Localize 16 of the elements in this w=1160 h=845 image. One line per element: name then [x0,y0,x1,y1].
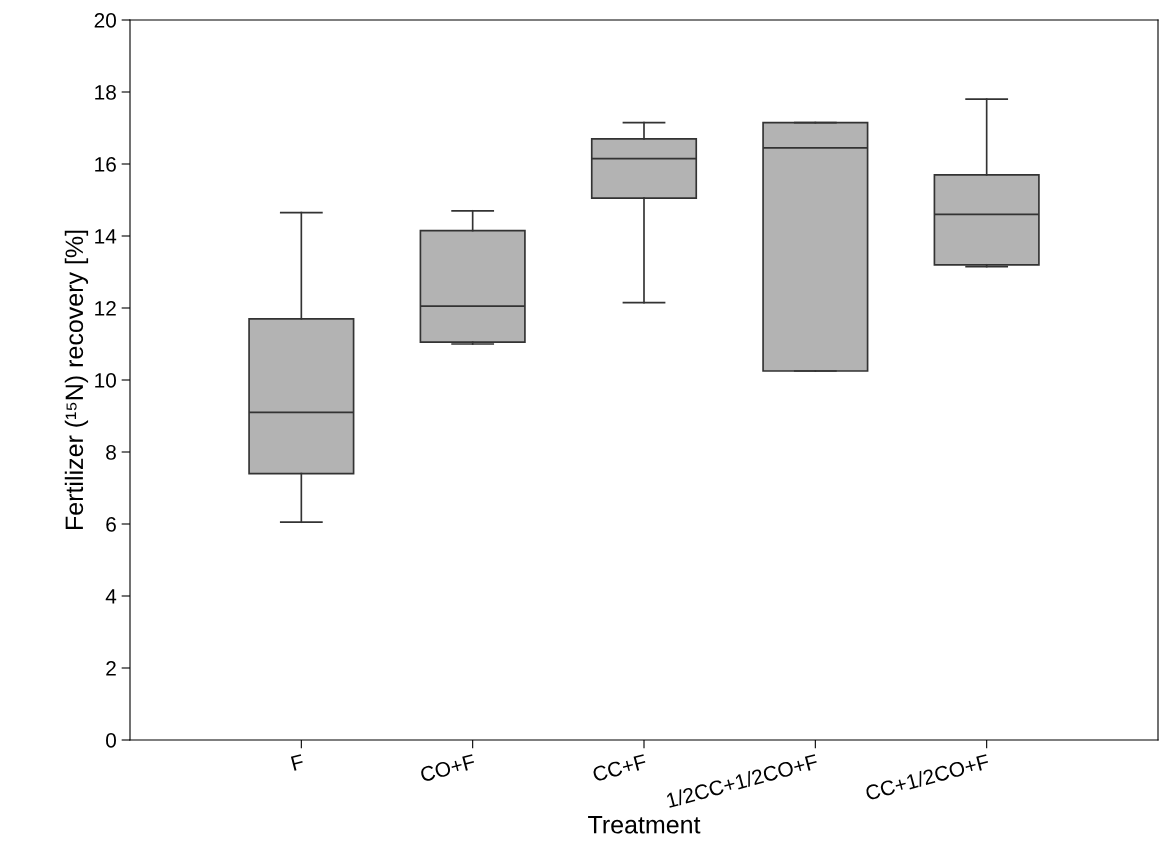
x-tick-label: CO+F [419,753,476,783]
y-tick-label: 6 [106,517,116,532]
x-tick-label: CC+F [592,753,648,782]
y-axis-title: Fertilizer (¹⁵N) recovery [%] [64,230,89,529]
y-tick-label: 2 [106,661,116,676]
y-tick-label: 8 [106,445,116,460]
y-tick-label: 20 [94,13,116,28]
y-tick-label: 0 [106,733,116,748]
y-tick-label: 4 [105,589,117,604]
x-tick-label: F [290,754,305,771]
y-tick-label: 12 [95,301,116,316]
y-tick-label: 10 [95,373,116,388]
x-axis-title: Treatment [588,816,701,834]
y-tick-label: 14 [95,229,117,244]
y-tick-label: 16 [95,157,116,172]
y-tick-label: 18 [95,85,116,100]
